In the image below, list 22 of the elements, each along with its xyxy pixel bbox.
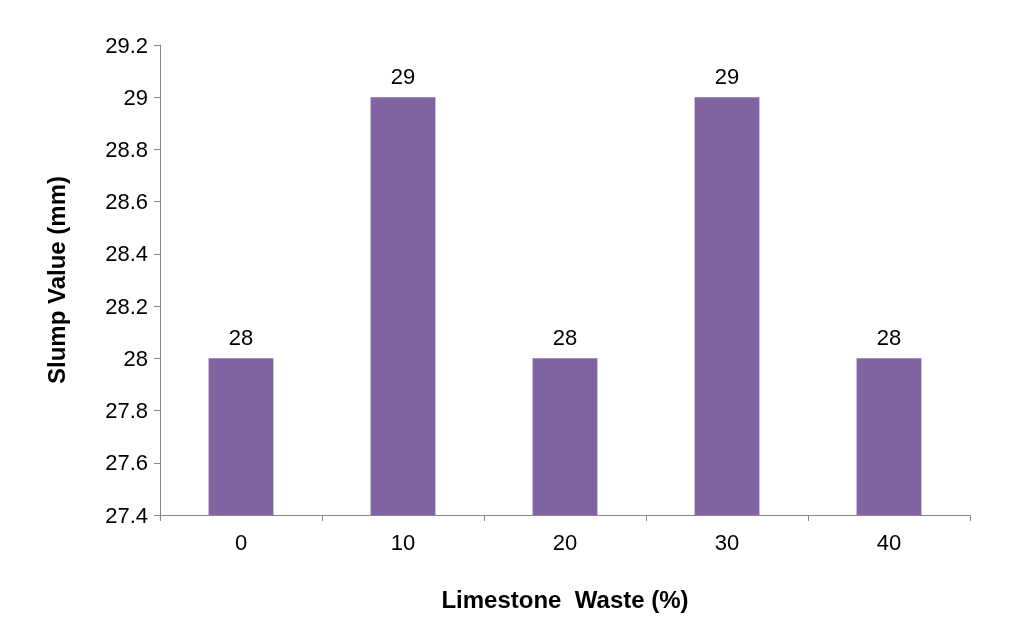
data-label: 28 bbox=[876, 324, 902, 350]
y-tick-label: 28.2 bbox=[105, 293, 148, 319]
data-label: 28 bbox=[552, 324, 578, 350]
data-label: 29 bbox=[390, 63, 416, 89]
y-tick-label: 28 bbox=[123, 345, 148, 371]
y-tick-label: 28.8 bbox=[105, 136, 148, 162]
x-tick-label: 10 bbox=[390, 529, 416, 555]
data-label: 28 bbox=[228, 324, 254, 350]
y-tick-label: 29 bbox=[123, 84, 148, 110]
data-label: 29 bbox=[714, 63, 740, 89]
y-tick-label: 28.6 bbox=[105, 189, 148, 215]
y-tick-label: 27.8 bbox=[105, 398, 148, 424]
y-tick-label: 29.2 bbox=[105, 32, 148, 58]
x-tick-label: 30 bbox=[714, 529, 740, 555]
y-tick-label: 28.4 bbox=[105, 241, 148, 267]
x-tick-label: 40 bbox=[876, 529, 902, 555]
y-tick-label: 27.6 bbox=[105, 450, 148, 476]
y-axis-title: Slump Value (mm) bbox=[42, 175, 70, 385]
x-axis-title: Limestone Waste (%) bbox=[441, 585, 689, 613]
y-tick-label: 27.4 bbox=[105, 502, 148, 528]
x-tick-label: 0 bbox=[234, 529, 248, 555]
x-tick-label: 20 bbox=[552, 529, 578, 555]
